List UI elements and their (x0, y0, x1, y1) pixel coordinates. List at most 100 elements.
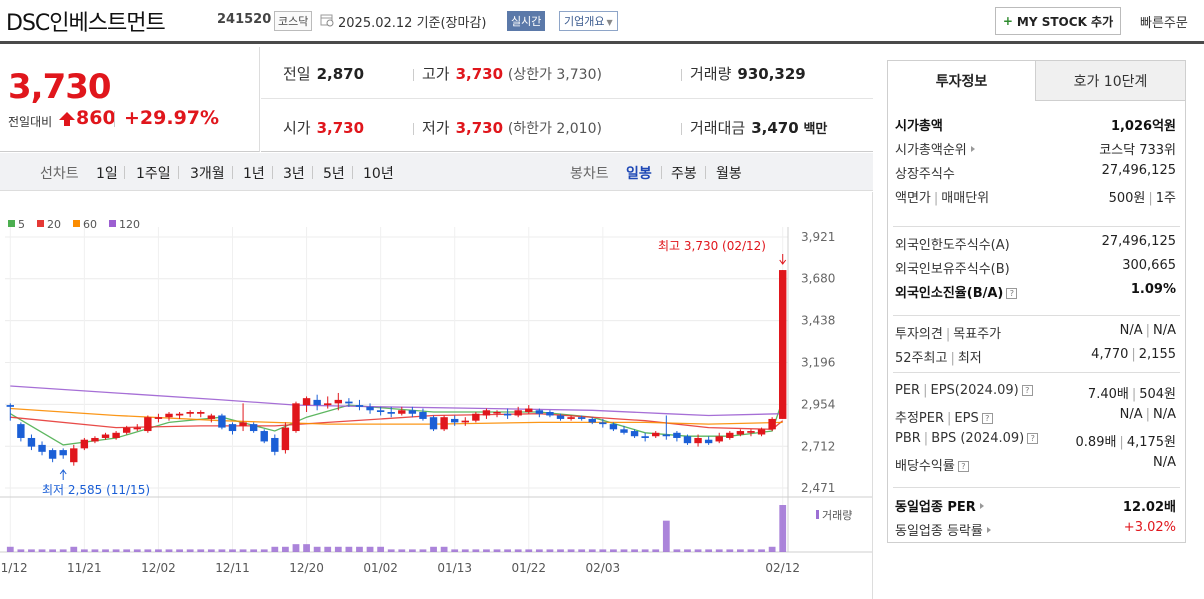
info-row: PBR | BPS (2024.09)? 0.89배 | 4,175원 (895, 431, 1176, 450)
quick-order-link[interactable]: 빠른주문 (1140, 16, 1188, 31)
info-row[interactable]: 동일업종 PER 12.02배 (895, 500, 1176, 515)
volume-bar (620, 549, 628, 552)
candle-body (450, 418, 459, 423)
candle-body (620, 429, 628, 433)
candle-body (609, 424, 618, 430)
expand-arrow-icon[interactable] (979, 503, 984, 509)
company-overview-dropdown[interactable]: 기업개요 ▼ (559, 11, 618, 31)
candle-body (694, 437, 702, 444)
tab-invest-info[interactable]: 투자정보 (888, 61, 1036, 101)
candle-body (662, 434, 671, 437)
period-monthly[interactable]: 월봉 (716, 166, 742, 182)
candle-body (38, 444, 46, 452)
period-1y[interactable]: 1년 (243, 166, 265, 182)
candle-body (704, 439, 713, 444)
candle-body (567, 417, 575, 419)
period-3m[interactable]: 3개월 (190, 166, 225, 182)
expand-arrow-icon[interactable] (970, 146, 975, 152)
period-5y[interactable]: 5년 (323, 166, 345, 182)
period-1w[interactable]: 1주일 (136, 166, 171, 182)
help-icon[interactable]: ? (1027, 433, 1039, 444)
candle-body (112, 432, 120, 438)
valuation-section: PER | EPS(2024.09)? 7.40배 | 504원 추정PER | EPS? N/… (893, 372, 1180, 474)
volume-bar (726, 549, 734, 552)
volume-bar (705, 549, 713, 552)
help-icon[interactable]: ? (981, 413, 993, 424)
period-weekly[interactable]: 주봉 (671, 166, 697, 182)
x-tick-label: 01/02 (363, 561, 398, 575)
volume-bar (546, 549, 554, 552)
volume-bar (38, 549, 46, 552)
candle-body (387, 412, 395, 414)
period-10y[interactable]: 10년 (363, 166, 394, 182)
candle-body (197, 412, 205, 414)
legend-swatch (8, 220, 15, 227)
period-1d[interactable]: 1일 (96, 166, 118, 182)
candle-body (175, 413, 184, 416)
help-icon[interactable]: ? (1021, 385, 1033, 396)
trade-amount: 거래대금 3,470 백만 (681, 117, 827, 138)
volume-bar (28, 549, 35, 552)
volume-bar (451, 549, 459, 552)
legend-swatch (73, 220, 80, 227)
volume-bar (260, 549, 268, 552)
volume-bar (356, 546, 363, 552)
high-price: 고가 3,730 (상한가 3,730) (413, 63, 602, 84)
volume-bar (165, 549, 173, 552)
info-row[interactable]: 시가총액순위 코스닥 733위 (895, 143, 1176, 158)
volume-bar (282, 546, 289, 552)
volume-bar (504, 549, 511, 552)
volume-bar (6, 546, 14, 552)
candle-body (747, 431, 755, 433)
y-tick-label: 3,680 (801, 272, 835, 286)
help-icon[interactable]: ? (1006, 288, 1018, 299)
tab-orderbook[interactable]: 호가 10단계 (1036, 61, 1185, 101)
volume-bar (271, 546, 279, 552)
candle-body (408, 410, 417, 414)
candle-body (228, 424, 237, 432)
volume-bar (239, 549, 247, 552)
volume-bar (17, 549, 25, 552)
plus-icon: + (1002, 14, 1013, 28)
volume-bar (313, 546, 321, 552)
candle-body (726, 432, 734, 438)
volume-bar (377, 546, 385, 552)
period-daily[interactable]: 일봉 (626, 166, 652, 182)
x-tick-label: 02/03 (586, 561, 621, 575)
volume-bar (631, 549, 638, 552)
help-icon[interactable]: ? (957, 461, 969, 472)
candle-body (271, 437, 279, 452)
volume-bar (334, 546, 342, 552)
volume-bar (535, 549, 543, 552)
volume-bar (133, 549, 141, 552)
candle-body (27, 437, 36, 447)
period-3y[interactable]: 3년 (283, 166, 305, 182)
info-row: 외국인한도주식수(A) 27,496,125 (895, 234, 1176, 253)
candle-body (376, 410, 385, 413)
x-tick-label: 12/20 (289, 561, 324, 575)
legend-swatch (37, 220, 44, 227)
volume-bar (112, 549, 120, 552)
expand-arrow-icon[interactable] (986, 527, 991, 533)
low-price: 저가 3,730 (하한가 2,010) (413, 117, 602, 138)
realtime-button[interactable]: 실시간 (507, 11, 546, 31)
x-tick-label: 01/13 (437, 561, 472, 575)
y-tick-label: 3,921 (801, 230, 835, 244)
price-chart[interactable]: 5 20 60 120 3,921 3,680 3,438 3,196 2,954 2,712 2,… (0, 192, 873, 599)
candle-body (355, 405, 364, 407)
info-row[interactable]: 동일업종 등락률 +3.02% (895, 520, 1176, 539)
volume-bar (747, 549, 755, 552)
quote-grid: 전일 2,870 고가 3,730 (상한가 3,730) 거래량 930,329 시… (261, 47, 873, 152)
candlestick-chart[interactable]: 5 20 60 120 3,921 3,680 3,438 3,196 2,954 2,712 2,… (0, 192, 872, 599)
candle-body (334, 399, 343, 404)
investment-info-panel: 투자정보 호가 10단계 시가총액 1,026억원 시가총액순위 코스닥 733위 … (887, 60, 1186, 543)
candle-body (768, 418, 776, 430)
volume-bar (70, 546, 78, 552)
current-price: 3,730 (8, 67, 112, 107)
candle-body (556, 415, 565, 419)
candle-body (133, 427, 141, 430)
candle-body (144, 417, 152, 432)
change-rate: +29.97% (124, 107, 220, 129)
candle-body (599, 422, 607, 425)
mystock-add-button[interactable]: + MY STOCK 추가 (995, 7, 1121, 35)
